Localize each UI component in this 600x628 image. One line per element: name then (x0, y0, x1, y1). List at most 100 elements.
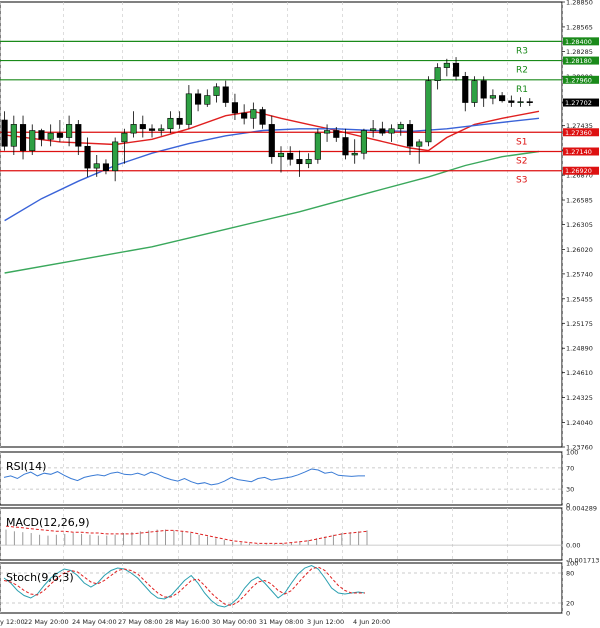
bearish-candle (75, 124, 82, 147)
moving-average-line (4, 117, 540, 222)
bullish-candle (351, 152, 358, 156)
bullish-candle (213, 86, 220, 96)
level-price-label: 1.27360 (565, 129, 592, 137)
bullish-candle (10, 124, 17, 147)
level-name-r2: R2 (516, 66, 528, 76)
level-price-tag (563, 128, 599, 137)
time-tick-label: 3 Jun 12:00 (307, 618, 344, 626)
level-name-r3: R3 (516, 46, 528, 56)
bullish-candle (277, 152, 285, 158)
bearish-candle (480, 80, 487, 99)
stoch-k-line (3, 564, 366, 608)
bullish-candle (121, 132, 128, 143)
bullish-candle (130, 124, 137, 134)
price-tick-label: 1.24610 (566, 369, 593, 377)
level-price-label: 1.28180 (565, 57, 592, 65)
time-tick-label: 28 May 16:00 (165, 618, 210, 626)
level-name-s1: S1 (516, 137, 527, 147)
bearish-candle (195, 93, 202, 105)
moving-average-line (4, 150, 540, 274)
level-price-label: 1.27140 (565, 148, 592, 156)
indicator-tick-label: 0 (566, 610, 570, 618)
bullish-candle (314, 132, 321, 160)
price-tick-label: 1.25175 (566, 320, 593, 328)
stoch-d-line (3, 566, 365, 607)
main-price-pane: 1.288501.285651.282851.280001.277021.274… (0, 0, 599, 452)
bullish-candle (416, 141, 423, 147)
bullish-candle (66, 124, 73, 138)
bearish-candle (1, 119, 8, 147)
price-tick-label: 1.25455 (566, 295, 593, 303)
bearish-candle (452, 62, 460, 77)
bullish-candle (471, 80, 478, 103)
bullish-candle (324, 130, 331, 134)
main-plot-frame (0, 1, 563, 448)
bearish-candle (406, 124, 414, 147)
indicator-name: Stoch(9,6,3) (6, 571, 74, 584)
bullish-candle (204, 95, 211, 105)
price-tick-label: 1.24890 (566, 345, 593, 353)
rsi-pane: 100 70 30 0 RSI(14) (0, 449, 578, 510)
level-price-tag (563, 75, 599, 84)
bearish-candle (231, 102, 238, 114)
bullish-candle (250, 109, 257, 119)
time-tick-label: 31 May 08:00 (259, 618, 304, 626)
rsi-line (3, 468, 365, 486)
level-price-tag (563, 37, 599, 46)
indicator-tick-label: 70 (566, 464, 574, 472)
indicator-name: RSI(14) (6, 460, 46, 473)
bullish-candle (93, 163, 100, 169)
bullish-candle (112, 141, 119, 172)
stoch-pane: 100 80 20 0 Stoch(9,6,3) (0, 560, 578, 618)
bearish-candle (526, 101, 533, 103)
time-axis: y 12:00 22 May 20:00 24 May 04:00 27 May 08… (0, 618, 390, 626)
price-tick-label: 1.28285 (566, 48, 593, 56)
time-tick-label: 30 May 00:00 (212, 618, 257, 626)
bullish-candle (158, 128, 165, 131)
indicator-plot-frame (0, 507, 563, 561)
level-name-s3: S3 (516, 176, 527, 186)
price-tick-label: 1.25740 (566, 270, 593, 278)
time-tick-label: 22 May 20:00 (24, 618, 69, 626)
bearish-candle (259, 109, 266, 125)
bearish-candle (287, 152, 294, 160)
indicator-tick-label: 100 (566, 449, 578, 457)
bearish-candle (508, 100, 515, 103)
level-price-label: 1.27960 (565, 76, 592, 84)
bullish-candle (425, 80, 432, 143)
indicator-tick-label: 20 (566, 600, 574, 608)
bearish-candle (241, 112, 248, 119)
bullish-candle (434, 67, 441, 81)
price-tick-label: 1.24325 (566, 394, 593, 402)
bearish-candle (379, 128, 386, 134)
bearish-candle (462, 76, 469, 103)
price-tick-label: 1.28850 (566, 0, 593, 7)
indicator-tick-label: 80 (566, 570, 574, 578)
bearish-candle (139, 124, 146, 130)
bearish-candle (56, 132, 63, 138)
bearish-candle (342, 137, 349, 156)
bullish-candle (489, 95, 496, 99)
bullish-candle (517, 101, 524, 103)
time-tick-label: 24 May 04:00 (72, 618, 117, 626)
bullish-candle (29, 130, 36, 151)
bullish-candle (185, 93, 192, 125)
time-tick-label: 4 Jun 20:00 (353, 618, 390, 626)
price-tick-label: 1.27435 (566, 122, 593, 130)
indicator-tick-label: -0.001713 (566, 557, 599, 565)
bullish-candle (397, 124, 404, 130)
indicator-tick-label: 100 (566, 560, 578, 568)
bearish-candle (222, 86, 229, 103)
bearish-candle (38, 130, 45, 140)
indicator-tick-label: 0.004289 (566, 505, 597, 513)
price-tick-label: 1.26020 (566, 246, 593, 254)
bullish-candle (360, 130, 367, 154)
price-tick-label: 1.26585 (566, 197, 593, 205)
bullish-candle (370, 128, 377, 131)
current-price-tag (563, 98, 599, 107)
time-tick-label: 27 May 08:00 (118, 618, 163, 626)
indicator-tick-label: 0.00 (566, 542, 580, 550)
price-tick-label: 1.26305 (566, 221, 593, 229)
bearish-candle (176, 117, 183, 125)
